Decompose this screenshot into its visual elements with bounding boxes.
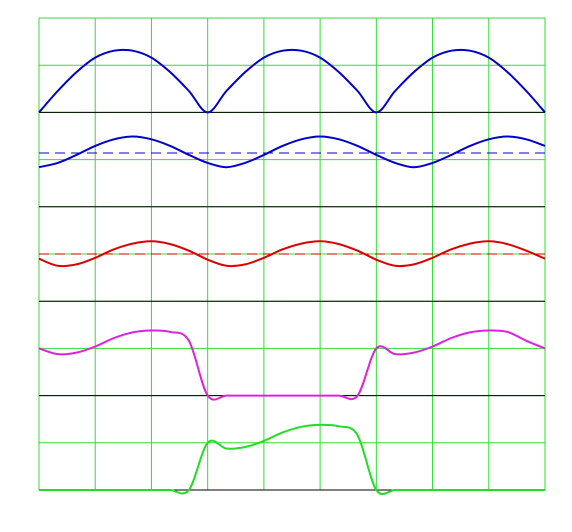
series-line [39,423,545,495]
grid [38,17,546,491]
series-line [38,135,546,169]
series-line [38,48,546,114]
waveform-panel [38,48,546,114]
waveform-panel [38,329,546,401]
series-line [38,240,546,268]
series-line [38,329,546,401]
waveform-panel [39,423,545,495]
waveform-panel [38,240,546,302]
plot-area [38,48,546,495]
waveform-panel [38,135,546,208]
